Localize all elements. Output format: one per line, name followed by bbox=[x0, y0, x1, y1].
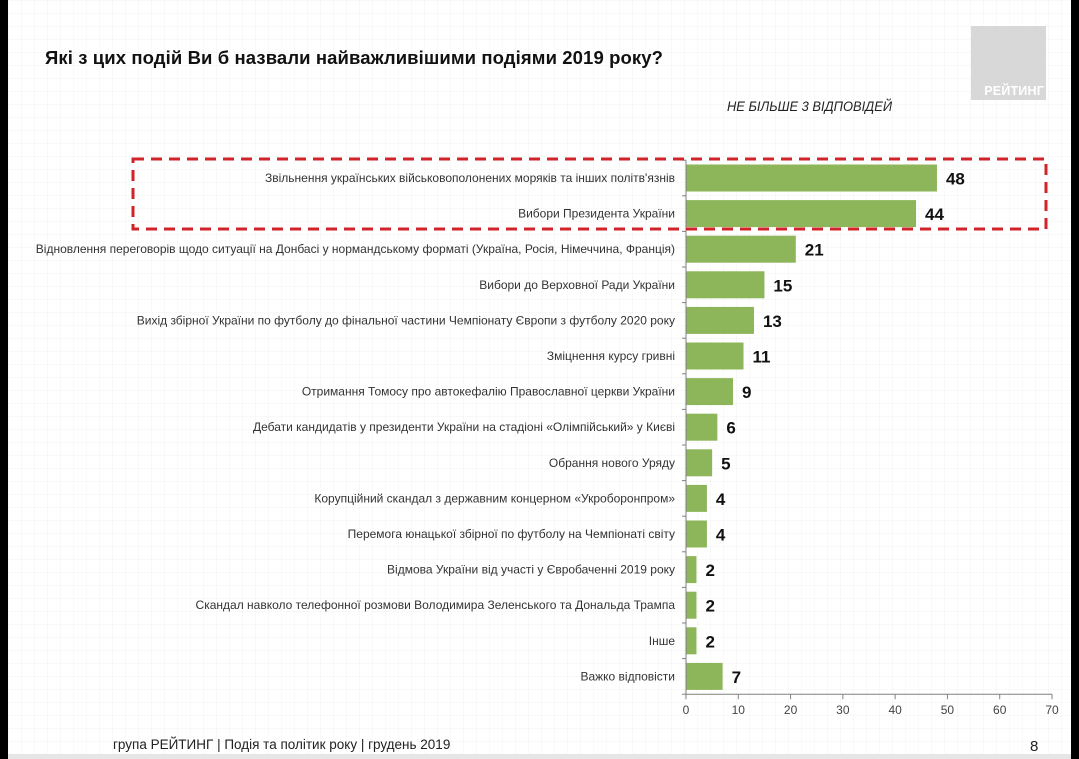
slide bbox=[8, 0, 1071, 759]
bar bbox=[686, 200, 917, 228]
x-tick-label: 70 bbox=[1045, 703, 1059, 717]
bar bbox=[686, 342, 744, 370]
category-label: Скандал навколо телефонної розмови Волод… bbox=[196, 598, 676, 612]
x-tick-label: 30 bbox=[836, 703, 850, 717]
logo: РЕЙТИНГ bbox=[971, 26, 1046, 100]
category-label: Важко відповісти bbox=[580, 669, 675, 683]
category-label: Вихід збірної України по футболу до фіна… bbox=[137, 313, 675, 327]
category-label: Інше bbox=[649, 634, 676, 648]
value-label: 2 bbox=[705, 632, 714, 651]
value-label: 4 bbox=[716, 526, 726, 545]
value-label: 2 bbox=[705, 561, 714, 580]
category-label: Відмова України від участі у Євробаченні… bbox=[387, 563, 675, 577]
value-label: 4 bbox=[716, 490, 726, 509]
bar bbox=[686, 378, 734, 406]
value-label: 48 bbox=[946, 170, 965, 189]
value-label: 7 bbox=[732, 668, 741, 687]
x-tick-label: 10 bbox=[732, 703, 746, 717]
x-tick-label: 60 bbox=[993, 703, 1007, 717]
value-label: 6 bbox=[726, 419, 735, 438]
category-label: Перемога юнацької збірної по футболу на … bbox=[348, 527, 675, 541]
value-label: 44 bbox=[925, 205, 944, 224]
chart-title: Які з цих подій Ви б назвали найважливіш… bbox=[45, 47, 664, 68]
bars-layer: Звільнення українських військовополонени… bbox=[36, 164, 965, 690]
value-label: 13 bbox=[763, 312, 782, 331]
category-label: Відновлення переговорів щодо ситуації на… bbox=[36, 242, 675, 256]
category-label: Дебати кандидатів у президенти України н… bbox=[253, 420, 675, 434]
bottom-divider bbox=[8, 754, 1071, 759]
category-label: Обрання нового Уряду bbox=[549, 456, 675, 470]
logo-text: РЕЙТИНГ bbox=[984, 84, 1044, 98]
page-number: 8 bbox=[1030, 738, 1039, 755]
footer: група РЕЙТИНГ | Подія та політик року | … bbox=[113, 737, 451, 752]
value-label: 5 bbox=[721, 454, 730, 473]
bar bbox=[686, 591, 697, 619]
bar bbox=[686, 662, 723, 690]
chart-subtitle: НЕ БІЛЬШЕ 3 ВІДПОВІДЕЙ bbox=[727, 98, 893, 114]
value-label: 21 bbox=[805, 241, 824, 260]
bar bbox=[686, 484, 707, 512]
x-tick-label: 50 bbox=[941, 703, 955, 717]
value-label: 15 bbox=[773, 276, 792, 295]
category-label: Вибори Президента України bbox=[518, 207, 675, 221]
bar bbox=[686, 520, 707, 548]
category-label: Вибори до Верховної Ради України bbox=[479, 278, 675, 292]
highlight-box bbox=[131, 157, 1048, 231]
value-label: 9 bbox=[742, 383, 751, 402]
x-axis: 0 10 20 30 40 50 60 70 bbox=[682, 159, 1059, 717]
value-label: 11 bbox=[753, 348, 771, 367]
bar bbox=[686, 556, 697, 584]
bar bbox=[686, 413, 718, 441]
x-tick-label: 40 bbox=[888, 703, 902, 717]
x-tick-label: 0 bbox=[683, 703, 690, 717]
category-label: Отримання Томосу про автокефалію Правосл… bbox=[302, 385, 675, 399]
category-label: Звільнення українських військовополонени… bbox=[265, 171, 675, 185]
bar bbox=[686, 164, 937, 192]
category-label: Корупційний скандал з державним концерно… bbox=[314, 491, 675, 505]
bar bbox=[686, 306, 754, 334]
x-tick-label: 20 bbox=[784, 703, 798, 717]
bar bbox=[686, 449, 713, 477]
bar bbox=[686, 235, 796, 263]
bar bbox=[686, 627, 697, 655]
value-label: 2 bbox=[705, 597, 714, 616]
bar bbox=[686, 271, 765, 299]
category-label: Зміцнення курсу гривні bbox=[547, 349, 675, 363]
